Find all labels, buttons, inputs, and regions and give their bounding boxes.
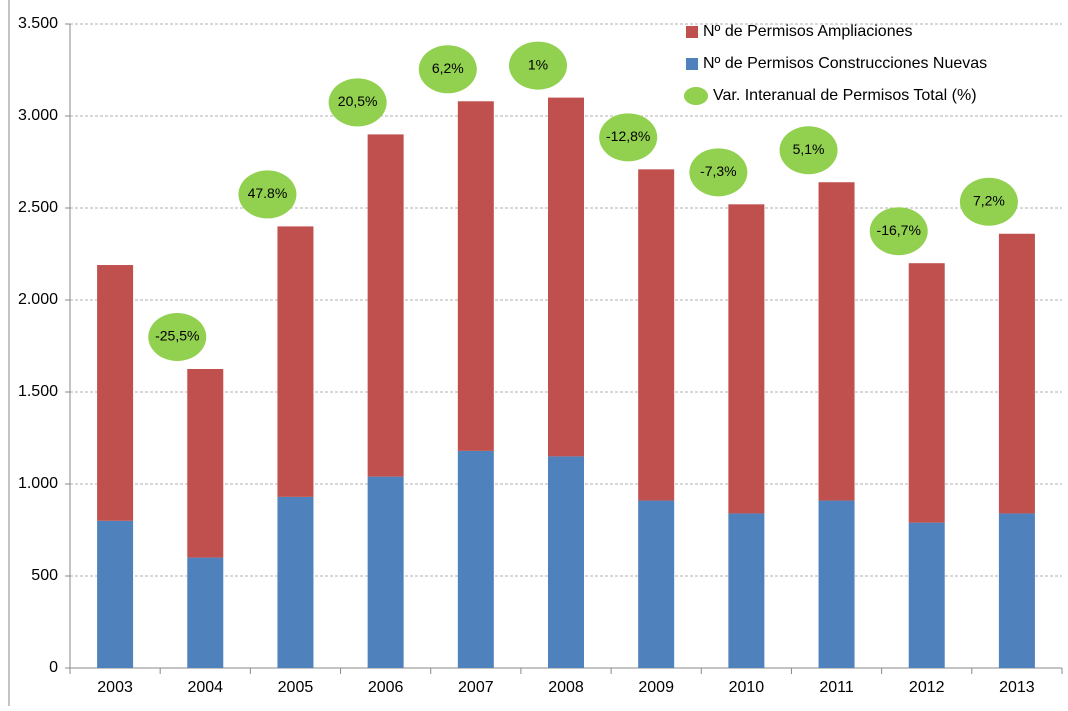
variation-bubble — [599, 113, 658, 162]
bar-segment — [548, 456, 584, 668]
bar-segment — [187, 369, 224, 558]
variation-bubble — [148, 313, 207, 361]
bar-segment — [908, 263, 945, 523]
y-tick-label: 2.500 — [18, 199, 58, 216]
legend-label: Var. Interanual de Permisos Total (%) — [713, 87, 977, 104]
x-tick-label: 2007 — [458, 679, 494, 696]
variation-bubble — [959, 177, 1018, 226]
variation-bubble — [418, 45, 477, 94]
y-tick-label: 3.500 — [18, 15, 58, 32]
x-tick-label: 2012 — [909, 679, 945, 696]
variation-bubble — [779, 126, 838, 175]
variation-label: 6,2% — [432, 60, 464, 76]
bar-segment — [638, 169, 675, 501]
bar-segment — [367, 476, 404, 668]
variation-label: -16,7% — [877, 222, 921, 238]
x-tick-label: 2003 — [97, 679, 133, 696]
variation-bubble — [238, 170, 297, 219]
x-tick-label: 2013 — [999, 679, 1035, 696]
bar-segment — [97, 265, 134, 521]
variation-bubble — [689, 148, 748, 197]
x-tick-label: 2009 — [638, 679, 674, 696]
variation-label: 5,1% — [793, 141, 825, 157]
variation-label: -7,3% — [700, 163, 737, 179]
bar-segment — [277, 226, 314, 497]
bar-segment — [457, 450, 494, 668]
bar-segment — [908, 522, 945, 668]
y-tick-label: 0 — [49, 659, 58, 676]
bar-segment — [638, 500, 675, 668]
legend-swatch — [686, 26, 698, 38]
legend-swatch — [684, 87, 708, 105]
variation-bubble — [869, 207, 928, 256]
bar-segment — [548, 97, 584, 457]
variation-label: 7,2% — [973, 192, 1005, 208]
variation-label: 1% — [528, 56, 548, 72]
bar-segment — [367, 134, 404, 477]
y-tick-label: 1.500 — [18, 383, 58, 400]
legend-swatch — [686, 58, 698, 70]
x-tick-label: 2008 — [548, 679, 584, 696]
bar-segment — [818, 500, 855, 668]
variation-bubble — [328, 78, 387, 127]
x-tick-label: 2011 — [819, 679, 854, 696]
y-tick-label: 2.000 — [18, 291, 58, 308]
variation-label: 47.8% — [248, 185, 288, 201]
bar-segment — [818, 182, 855, 501]
variation-label: -12,8% — [606, 128, 650, 144]
bar-segment — [728, 513, 765, 668]
bar-segment — [187, 557, 224, 668]
variation-label: 20,5% — [338, 93, 378, 109]
bar-segment — [457, 101, 494, 451]
legend-label: Nº de Permisos Ampliaciones — [703, 23, 912, 40]
x-tick-label: 2004 — [187, 679, 223, 696]
bar-segment — [728, 204, 765, 514]
y-tick-label: 3.000 — [18, 107, 58, 124]
x-tick-label: 2006 — [368, 679, 404, 696]
x-tick-label: 2005 — [278, 679, 314, 696]
legend-label: Nº de Permisos Construcciones Nuevas — [703, 55, 987, 72]
bar-segment — [998, 513, 1035, 668]
variation-label: -25,5% — [155, 328, 199, 344]
y-tick-label: 500 — [31, 567, 58, 584]
bar-segment — [998, 233, 1035, 514]
x-tick-label: 2010 — [729, 679, 765, 696]
bar-segment — [277, 496, 314, 668]
bar-segment — [97, 520, 134, 668]
variation-bubble — [509, 41, 567, 90]
y-tick-label: 1.000 — [18, 475, 58, 492]
